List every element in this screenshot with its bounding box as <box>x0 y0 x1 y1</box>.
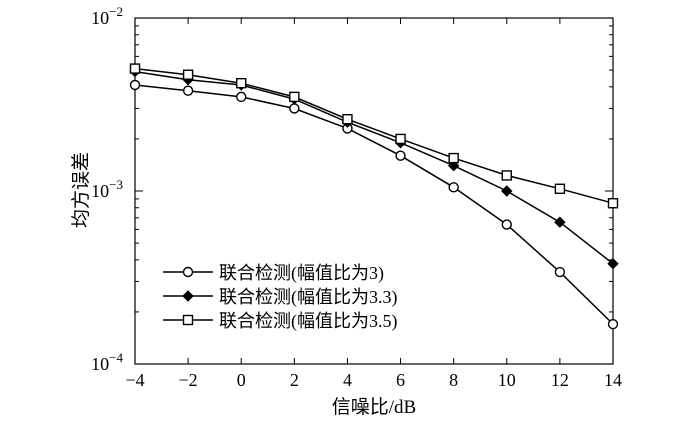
x-tick-label: −2 <box>179 370 198 390</box>
series-3 <box>129 63 619 209</box>
circle-marker <box>607 318 619 330</box>
diamond-marker <box>501 185 513 197</box>
circle-marker <box>182 85 194 96</box>
circle-marker <box>501 219 512 230</box>
diamond-marker <box>182 290 194 302</box>
x-tick-label: 12 <box>551 370 569 390</box>
circle-marker <box>182 266 194 278</box>
square-marker <box>448 152 459 164</box>
circle-marker <box>236 91 247 103</box>
square-marker <box>236 77 247 89</box>
x-axis-label: 信噪比/dB <box>332 396 416 418</box>
series-line <box>134 67 614 204</box>
y-axis-ticks: 10−2 10−3 10−4 <box>91 4 613 374</box>
x-tick-label: 2 <box>290 370 299 390</box>
square-marker <box>395 133 406 145</box>
circle-marker <box>395 150 406 161</box>
x-tick-label: 8 <box>449 370 458 390</box>
diamond-marker <box>554 216 566 228</box>
series-2 <box>129 65 619 270</box>
series-layer <box>129 63 619 330</box>
square-marker <box>501 170 512 181</box>
x-tick-label: 4 <box>343 370 352 390</box>
square-marker <box>289 91 300 103</box>
square-marker <box>342 114 353 125</box>
x-tick-label: 6 <box>396 370 405 390</box>
circle-marker <box>448 182 459 193</box>
square-marker <box>182 69 194 80</box>
legend-item: 联合检测(幅值比为3.3) <box>163 287 398 308</box>
x-tick-label: 10 <box>498 370 516 390</box>
series-line <box>134 70 614 265</box>
circle-marker <box>129 79 141 91</box>
series-line <box>134 84 614 325</box>
y-axis-label: 均方误差 <box>70 152 92 228</box>
circle-marker <box>289 103 300 114</box>
legend-item: 联合检测(幅值比为3) <box>163 263 384 284</box>
square-marker <box>182 314 194 326</box>
circle-marker <box>554 266 566 278</box>
y-tick-label: 10−3 <box>91 177 123 201</box>
series-1 <box>129 79 619 330</box>
legend-label: 联合检测(幅值比为3) <box>219 263 384 284</box>
square-marker <box>554 183 566 194</box>
square-marker <box>607 198 619 209</box>
legend-item: 联合检测(幅值比为3.5) <box>163 311 398 332</box>
square-marker <box>129 63 141 74</box>
x-axis-ticks: −4 −2 0 2 4 6 8 10 12 14 <box>125 18 622 390</box>
diamond-marker <box>607 257 619 270</box>
y-tick-label: 10−2 <box>91 4 123 28</box>
legend-label: 联合检测(幅值比为3.5) <box>219 311 398 332</box>
legend: 联合检测(幅值比为3) 联合检测(幅值比为3.3) 联合检测(幅值比为3.5) <box>163 263 398 332</box>
x-tick-label: −4 <box>125 370 144 390</box>
legend-label: 联合检测(幅值比为3.3) <box>219 287 398 308</box>
y-tick-label: 10−4 <box>91 350 123 374</box>
x-tick-label: 14 <box>604 370 622 390</box>
x-tick-label: 0 <box>237 370 246 390</box>
